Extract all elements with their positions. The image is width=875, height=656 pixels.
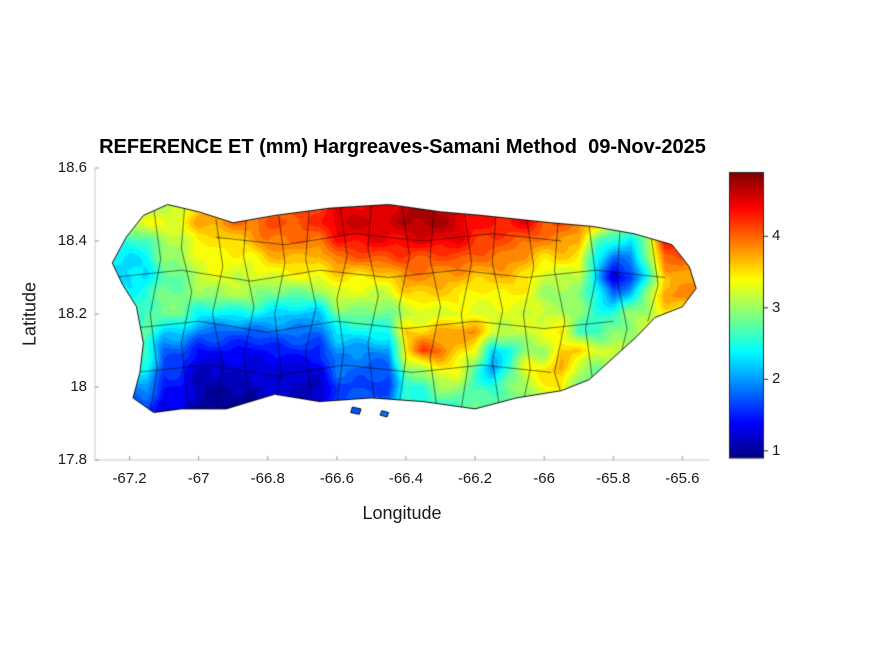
x-tick-label: -66.6 [319,470,354,487]
chart-title: REFERENCE ET (mm) Hargreaves-Samani Meth… [99,136,706,158]
x-axis-label: Longitude [362,503,442,523]
x-tick-label: -66.4 [388,470,424,487]
x-tick-label: -65.6 [665,470,700,487]
y-tick-label: 18 [70,378,87,395]
y-tick-label: 17.8 [57,451,87,468]
x-tick-label: -67.2 [112,470,147,487]
y-tick-label: 18.4 [57,232,87,249]
y-tick-label: 18.2 [57,305,87,322]
colorbar-tick-label: 4 [772,227,781,245]
x-tick-label: -67 [187,470,210,487]
x-tick-label: -65.8 [596,470,631,487]
colorbar-tick-label: 3 [772,298,781,316]
x-tick-label: -66.2 [457,470,493,487]
x-tick-label: -66 [533,470,555,487]
colorbar-tick-label: 1 [772,441,781,459]
colorbar-tick-label: 2 [772,370,781,388]
x-tick-label: -66.8 [250,470,285,487]
y-tick-label: 18.6 [57,159,87,176]
